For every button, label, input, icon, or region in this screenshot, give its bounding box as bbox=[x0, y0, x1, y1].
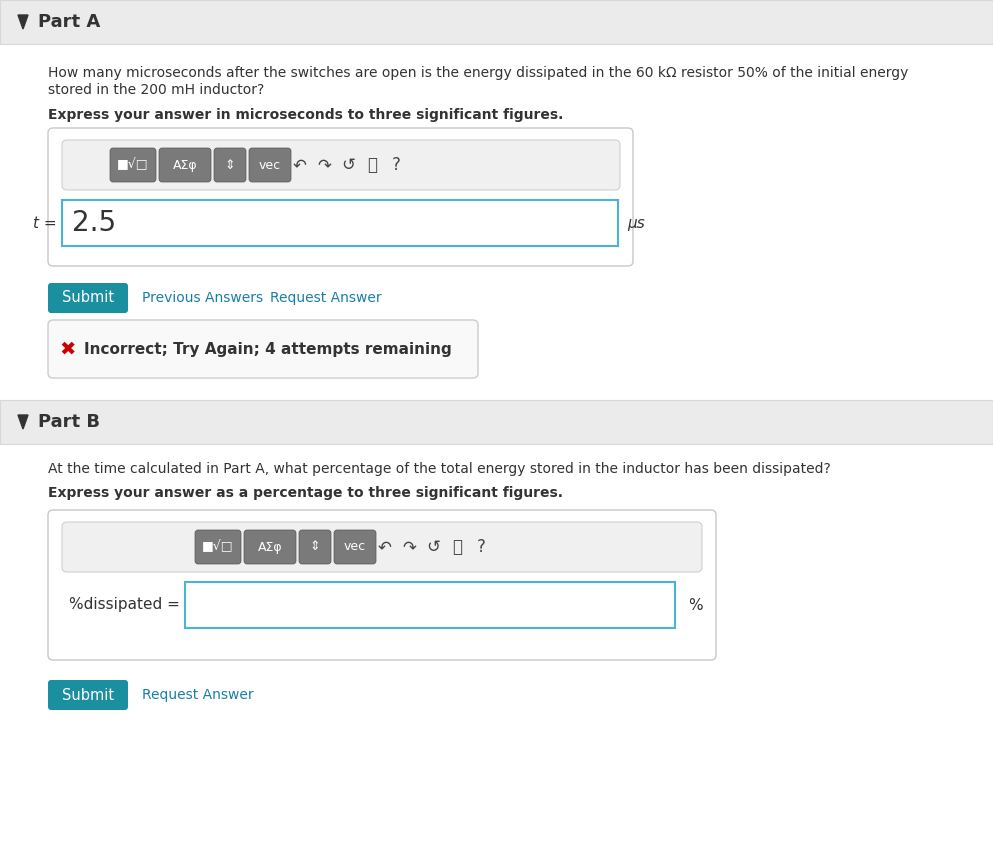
Text: t =: t = bbox=[34, 215, 57, 231]
Bar bbox=[0, 400, 993, 444]
Text: ⌹: ⌹ bbox=[367, 156, 377, 174]
Text: ■√□: ■√□ bbox=[203, 541, 233, 554]
FancyBboxPatch shape bbox=[214, 148, 246, 182]
FancyBboxPatch shape bbox=[48, 128, 633, 266]
Text: ↺: ↺ bbox=[426, 538, 440, 556]
Polygon shape bbox=[18, 415, 28, 429]
Text: Part A: Part A bbox=[38, 13, 100, 31]
FancyBboxPatch shape bbox=[48, 680, 128, 710]
Text: Request Answer: Request Answer bbox=[270, 291, 381, 305]
FancyBboxPatch shape bbox=[244, 530, 296, 564]
Text: ✖: ✖ bbox=[60, 339, 76, 358]
Bar bbox=[185, 582, 675, 628]
Text: How many microseconds after the switches are open is the energy dissipated in th: How many microseconds after the switches… bbox=[48, 66, 909, 80]
FancyBboxPatch shape bbox=[48, 510, 716, 660]
FancyBboxPatch shape bbox=[299, 530, 331, 564]
Text: Express your answer as a percentage to three significant figures.: Express your answer as a percentage to t… bbox=[48, 486, 563, 500]
Text: ⇕: ⇕ bbox=[310, 541, 321, 554]
Polygon shape bbox=[18, 15, 28, 29]
Text: ⇕: ⇕ bbox=[224, 159, 235, 171]
Text: ↺: ↺ bbox=[341, 156, 355, 174]
Text: Previous Answers: Previous Answers bbox=[142, 291, 263, 305]
Text: %dissipated =: %dissipated = bbox=[70, 597, 180, 613]
Text: μs: μs bbox=[627, 215, 644, 231]
Text: Submit: Submit bbox=[62, 687, 114, 703]
FancyBboxPatch shape bbox=[62, 522, 702, 572]
FancyBboxPatch shape bbox=[334, 530, 376, 564]
Text: 2.5: 2.5 bbox=[72, 209, 116, 237]
FancyBboxPatch shape bbox=[110, 148, 156, 182]
Bar bbox=[62, 200, 618, 246]
Text: ↷: ↷ bbox=[402, 538, 416, 556]
Bar bbox=[0, 0, 993, 44]
Text: ?: ? bbox=[391, 156, 400, 174]
FancyBboxPatch shape bbox=[48, 320, 478, 378]
Text: %: % bbox=[688, 597, 703, 613]
Text: Express your answer in microseconds to three significant figures.: Express your answer in microseconds to t… bbox=[48, 108, 563, 122]
Text: Submit: Submit bbox=[62, 291, 114, 305]
Text: ↷: ↷ bbox=[317, 156, 331, 174]
Text: stored in the 200 mH inductor?: stored in the 200 mH inductor? bbox=[48, 83, 264, 97]
Text: At the time calculated in Part A, what percentage of the total energy stored in : At the time calculated in Part A, what p… bbox=[48, 462, 831, 476]
Text: Incorrect; Try Again; 4 attempts remaining: Incorrect; Try Again; 4 attempts remaini… bbox=[84, 341, 452, 357]
Text: AΣφ: AΣφ bbox=[258, 541, 282, 554]
Text: Request Answer: Request Answer bbox=[142, 688, 253, 702]
FancyBboxPatch shape bbox=[249, 148, 291, 182]
Text: ?: ? bbox=[477, 538, 486, 556]
Text: Part B: Part B bbox=[38, 413, 100, 431]
FancyBboxPatch shape bbox=[62, 140, 620, 190]
FancyBboxPatch shape bbox=[48, 283, 128, 313]
Text: ↶: ↶ bbox=[378, 538, 392, 556]
Text: ↶: ↶ bbox=[293, 156, 307, 174]
FancyBboxPatch shape bbox=[195, 530, 241, 564]
Text: AΣφ: AΣφ bbox=[173, 159, 198, 171]
Text: ■√□: ■√□ bbox=[117, 159, 149, 171]
Text: vec: vec bbox=[344, 541, 366, 554]
Text: ⌹: ⌹ bbox=[452, 538, 462, 556]
FancyBboxPatch shape bbox=[159, 148, 211, 182]
Text: vec: vec bbox=[259, 159, 281, 171]
